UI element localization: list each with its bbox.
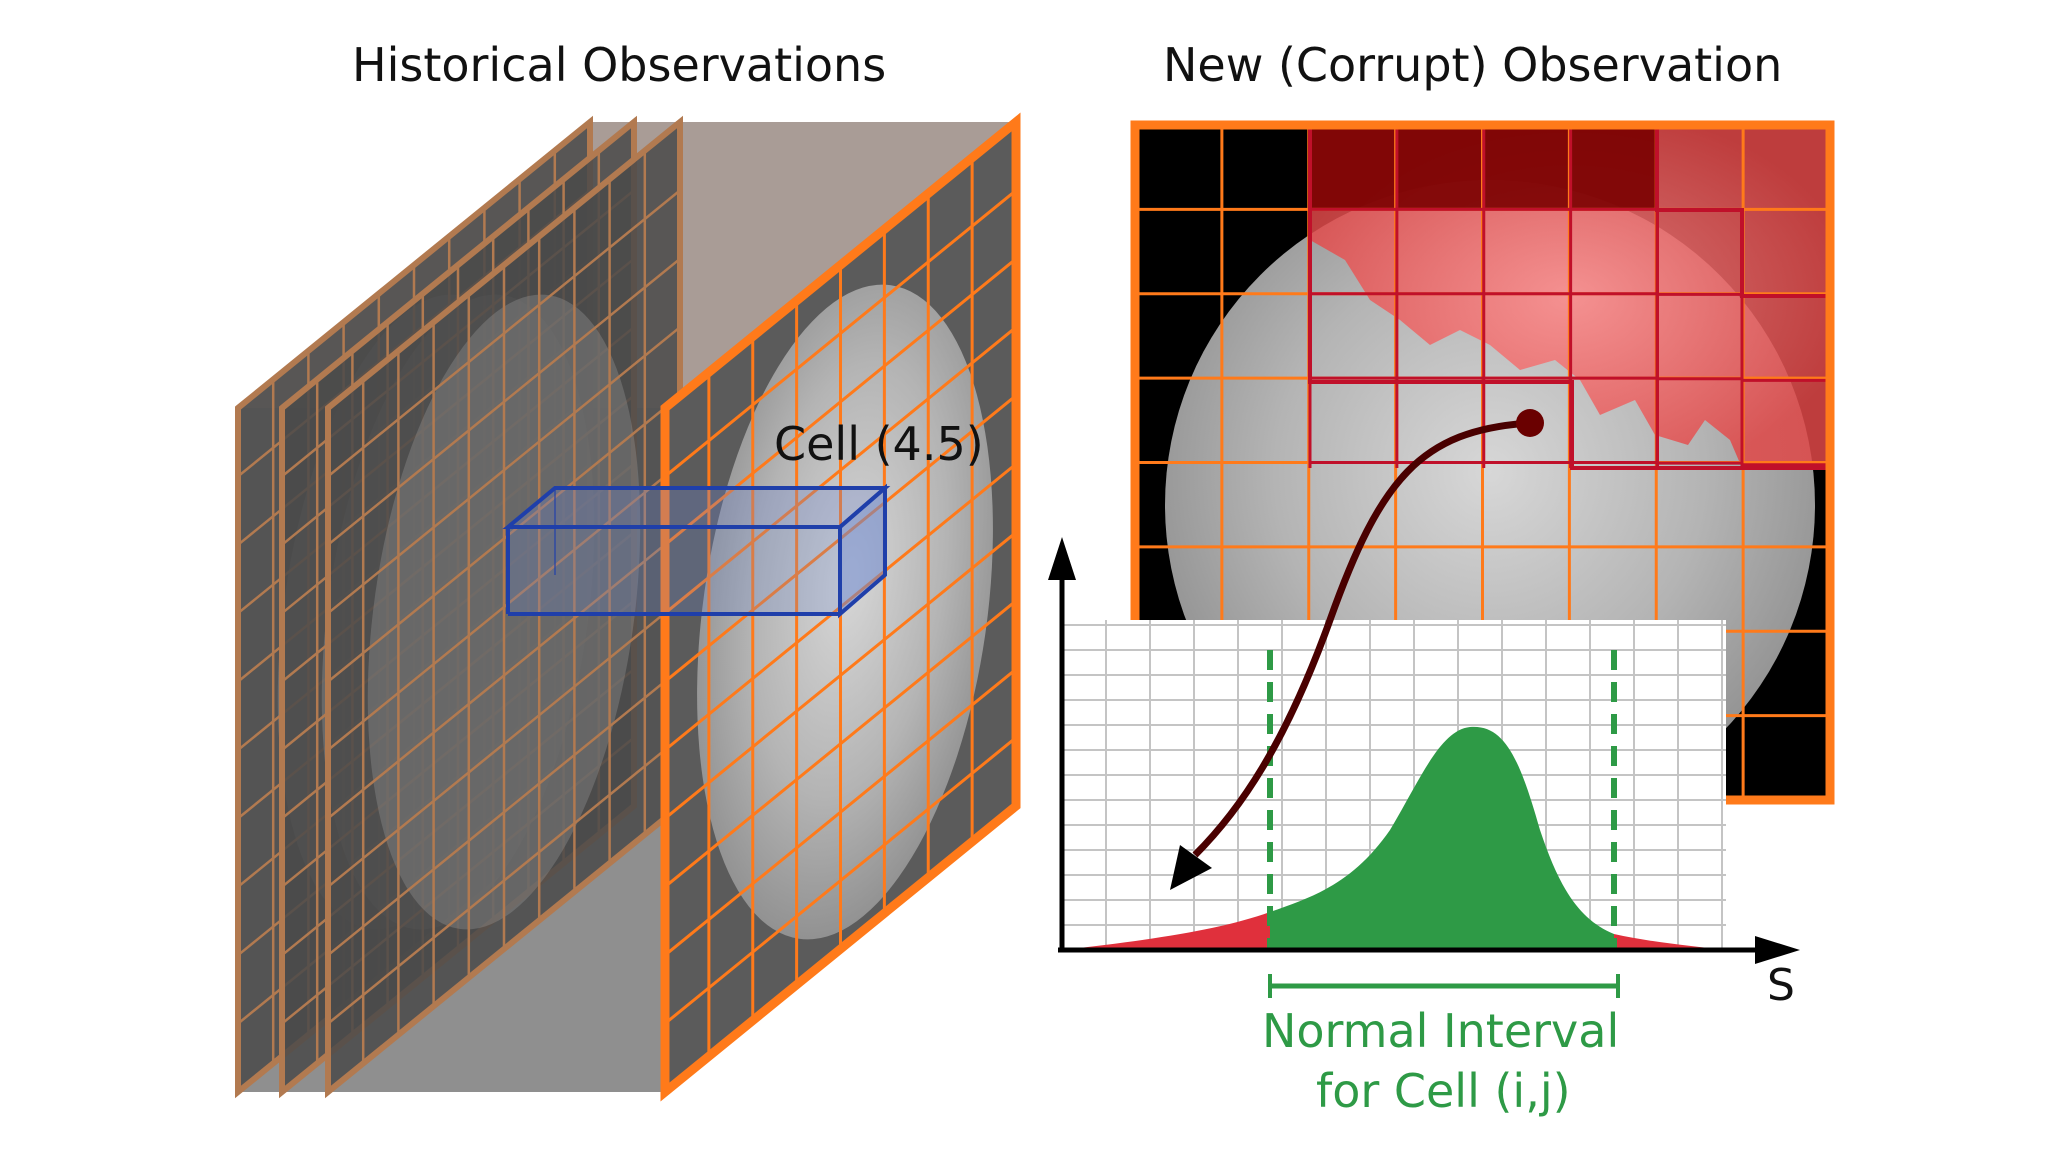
front-frame-border <box>660 112 1021 1102</box>
historical-grid-row-line <box>327 668 681 957</box>
highlighted-cell-tube <box>502 483 891 619</box>
x-axis-arrowhead <box>1755 936 1800 964</box>
historical-grid-row-line <box>327 463 681 751</box>
historical-grid-row-line <box>327 257 681 546</box>
historical-grid-row-line <box>327 394 681 683</box>
x-axis-label: S <box>1767 960 1795 1011</box>
normal-density-region <box>1270 726 1614 950</box>
corrupt-title: New (Corrupt) Observation <box>1163 38 1783 92</box>
front-grid-row-line <box>664 668 1017 957</box>
historical-grid-row-line <box>327 531 681 820</box>
corrupt-cell-marker <box>1516 409 1544 437</box>
historical-grid-row-line <box>327 326 681 615</box>
front-grid-row-line <box>664 189 1017 478</box>
mapping-arrow <box>1170 409 1544 890</box>
normal-interval-bracket <box>1268 974 1620 998</box>
normal-interval-label-line1: Normal Interval <box>1262 1004 1620 1058</box>
distribution-plot <box>1048 537 1800 998</box>
cell-label: Cell (4.5) <box>774 417 984 471</box>
historical-grid-row-line <box>327 736 681 1025</box>
historical-grid-row-line <box>327 599 681 888</box>
historical-frame <box>325 115 683 1099</box>
mapping-arrowhead <box>1170 845 1212 890</box>
right-tail-region <box>1614 934 1726 950</box>
left-tail-region <box>1062 912 1270 950</box>
front-grid-row-line <box>664 599 1017 888</box>
y-axis-arrowhead <box>1048 537 1076 580</box>
front-grid-row-line <box>664 531 1017 820</box>
front-grid-row-line <box>664 736 1017 1025</box>
front-grid-row-line <box>664 326 1017 615</box>
front-grid-row-line <box>664 257 1017 546</box>
historical-title: Historical Observations <box>352 38 887 92</box>
normal-interval-label-line2: for Cell (i,j) <box>1316 1064 1571 1118</box>
historical-frames <box>235 115 683 1099</box>
historical-grid-row-line <box>327 189 681 478</box>
historical-stack <box>235 112 1021 1102</box>
